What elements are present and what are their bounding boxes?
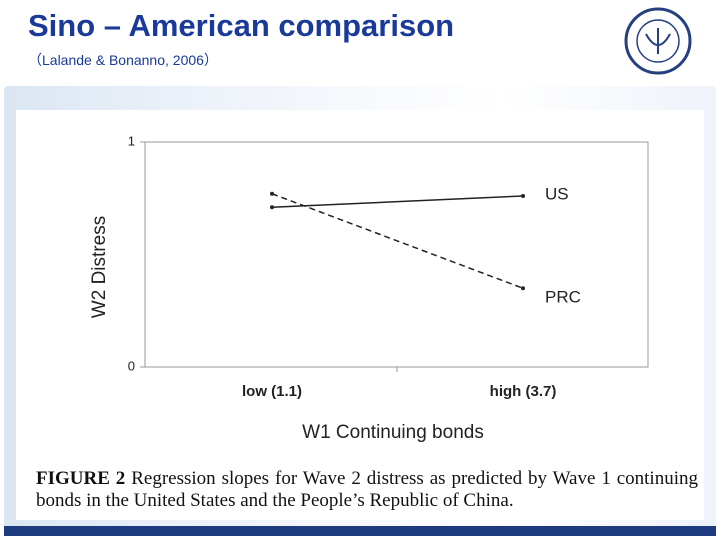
x-axis-title: W1 Continuing bonds [302, 422, 484, 443]
y-tick-label: 1 [128, 133, 135, 148]
chart-panel [16, 110, 704, 520]
series-label: PRC [545, 288, 581, 307]
point [270, 205, 274, 210]
x-tick-label: high (3.7) [490, 383, 557, 400]
point [521, 286, 525, 291]
slide-subtitle: （Lalande & Bonanno, 2006） [28, 52, 218, 68]
caption-text: Regression slopes for Wave 2 distress as… [36, 468, 698, 511]
series-line [271, 195, 524, 208]
point [521, 194, 525, 198]
figure-caption: FIGURE 2 Regression slopes for Wave 2 di… [36, 468, 698, 512]
y-axis-title: W2 Distress [89, 216, 110, 318]
caption-label: FIGURE 2 [36, 468, 126, 489]
series-label: US [545, 184, 569, 203]
point [270, 191, 274, 196]
series-line [271, 193, 524, 289]
x-tick-label: low (1.1) [242, 383, 302, 400]
logo [624, 7, 692, 75]
slide-title: Sino – American comparison [28, 8, 455, 43]
y-tick-label: 0 [128, 358, 135, 373]
